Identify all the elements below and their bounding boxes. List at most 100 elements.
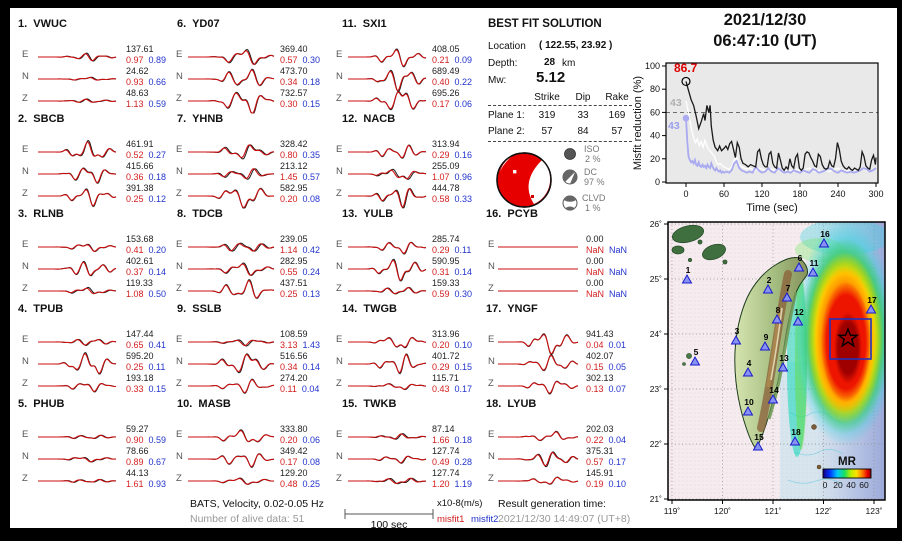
station-triangle-icon bbox=[730, 334, 742, 345]
misfit1-value: 1.13 bbox=[126, 99, 144, 109]
iso-label: ISO bbox=[584, 144, 600, 154]
misfit1-value: NaN bbox=[586, 245, 605, 255]
component-label: Z bbox=[176, 93, 182, 104]
amplitude-value: 137.61 bbox=[126, 44, 154, 54]
annotation-best: 86.7 bbox=[674, 61, 698, 75]
amplitude-misfit-values: 302.13 0.13 0.07 bbox=[586, 373, 626, 395]
misfit1-value: 1.07 bbox=[432, 172, 450, 182]
misfit1-value: 0.29 bbox=[432, 150, 450, 160]
plot-frame bbox=[665, 62, 879, 184]
amplitude-misfit-values: 202.03 0.22 0.04 bbox=[586, 424, 626, 446]
lat-tick-label: 23˚ bbox=[650, 384, 662, 394]
misfit1-value: 1.20 bbox=[432, 479, 450, 489]
waveform-trace bbox=[38, 52, 117, 62]
component-label: E bbox=[176, 239, 183, 250]
misfit1-value: 0.20 bbox=[432, 340, 450, 350]
amplitude-misfit-values: 689.49 0.40 0.22 bbox=[432, 66, 472, 88]
misfit2-value: 0.09 bbox=[454, 55, 473, 65]
colorbar-tick-label: 60 bbox=[859, 480, 869, 490]
component-label: N bbox=[176, 71, 183, 82]
misfit1-value: 0.34 bbox=[280, 362, 298, 372]
station-number: 1 bbox=[686, 265, 691, 275]
station-number: 12 bbox=[794, 307, 804, 317]
misfit2-value: 0.13 bbox=[302, 289, 321, 299]
map-station-10: 10 bbox=[742, 397, 754, 416]
amplitude-units: x10-8(m/s) bbox=[437, 498, 483, 509]
component-label: N bbox=[176, 356, 183, 367]
misfit2-value: 0.06 bbox=[454, 99, 473, 109]
misfit1-value: 0.41 bbox=[126, 245, 144, 255]
misfit1-value: 0.57 bbox=[586, 457, 604, 467]
station-number: 7 bbox=[786, 283, 791, 293]
x-tick-label: 0 bbox=[683, 189, 688, 199]
border bbox=[0, 0, 10, 541]
misfit2-value: 0.18 bbox=[148, 172, 167, 182]
amplitude-misfit-values: 333.80 0.20 0.06 bbox=[280, 424, 320, 446]
amplitude-value: 115.71 bbox=[432, 373, 459, 383]
heatmap-blob bbox=[787, 222, 885, 457]
result-time-label: Result generation time: bbox=[498, 498, 606, 510]
amplitude-value: 461.91 bbox=[126, 139, 154, 149]
misfit1-value: 1.14 bbox=[280, 245, 298, 255]
misfit1-value: NaN bbox=[586, 267, 605, 277]
amplitude-value: 0.00 bbox=[586, 256, 604, 266]
map-station-3: 3 bbox=[730, 326, 742, 345]
component-label: E bbox=[488, 334, 495, 345]
amplitude-misfit-values: 127.74 1.20 1.19 bbox=[432, 468, 472, 490]
station-triangle-icon bbox=[781, 291, 793, 302]
col-rake: Rake bbox=[605, 92, 629, 103]
station-header: 16. PCYB bbox=[486, 208, 538, 220]
epicenter-search-box bbox=[829, 318, 872, 360]
amplitude-misfit-values: 44.13 1.61 0.93 bbox=[126, 468, 166, 490]
waveform-trace bbox=[38, 139, 117, 158]
station-triangle-icon bbox=[767, 393, 779, 404]
clvd-pct: 1 % bbox=[585, 203, 601, 213]
amplitude-value: 202.03 bbox=[586, 424, 614, 434]
component-label: Z bbox=[336, 473, 342, 484]
amplitude-value: 213.12 bbox=[280, 161, 308, 171]
amplitude-value: 24.62 bbox=[126, 66, 149, 76]
divider bbox=[488, 105, 632, 106]
amplitude-value: 437.51 bbox=[280, 278, 308, 288]
station-header: 6. YD07 bbox=[177, 18, 220, 30]
amplitude-value: 48.63 bbox=[126, 88, 149, 98]
misfit2-value: 0.57 bbox=[302, 172, 321, 182]
plane2-label: Plane 2: bbox=[488, 126, 525, 137]
misfit1-value: 0.34 bbox=[280, 77, 298, 87]
misfit1-value: 0.90 bbox=[126, 435, 144, 445]
misfit2-value: 0.08 bbox=[302, 457, 321, 467]
amplitude-value: 193.18 bbox=[126, 373, 154, 383]
misfit1-value: 0.20 bbox=[280, 194, 298, 204]
misfit2-value: 0.14 bbox=[148, 267, 167, 277]
amplitude-value: 375.31 bbox=[586, 446, 614, 456]
misfit2-value: 0.14 bbox=[454, 267, 473, 277]
amplitude-misfit-values: 274.20 0.11 0.04 bbox=[280, 373, 319, 395]
lon-tick-label: 123˚ bbox=[865, 506, 882, 516]
misfit2-value: NaN bbox=[609, 289, 628, 299]
amplitude-misfit-values: 444.78 0.58 0.33 bbox=[432, 183, 472, 205]
station-number: 10 bbox=[744, 397, 754, 407]
component-label: N bbox=[488, 261, 495, 272]
misfit1-value: 3.13 bbox=[280, 340, 298, 350]
misfit2-legend: misfit2 bbox=[471, 514, 499, 525]
waveform-trace bbox=[348, 353, 427, 375]
component-label: Z bbox=[22, 283, 28, 294]
misfit1-value: 0.17 bbox=[280, 457, 298, 467]
misfit1-value: 0.58 bbox=[432, 194, 450, 204]
misfit2-value: 0.16 bbox=[454, 150, 473, 160]
station-triangle-icon bbox=[789, 435, 801, 446]
lat-tick-label: 26˚ bbox=[650, 219, 662, 229]
station-number: 13 bbox=[779, 353, 789, 363]
waveform-trace bbox=[348, 477, 427, 485]
map-axis-labels: 26˚ 25˚ 24˚ 23˚ 22˚ 21˚119˚ 120˚ 121˚ 122˚ 123˚ bbox=[650, 219, 883, 516]
waveform-trace bbox=[38, 167, 117, 184]
waveform-trace bbox=[348, 69, 427, 92]
colorbar-tick-label: 20 bbox=[833, 480, 843, 490]
station-number: 6 bbox=[798, 253, 803, 263]
station-header: 18. LYUB bbox=[486, 398, 537, 410]
misfit2-value: 0.89 bbox=[148, 55, 167, 65]
amplitude-value: 119.33 bbox=[126, 278, 153, 288]
misfit1-value: 0.80 bbox=[280, 150, 298, 160]
component-label: E bbox=[176, 429, 183, 440]
map-station-18: 18 bbox=[789, 427, 801, 446]
